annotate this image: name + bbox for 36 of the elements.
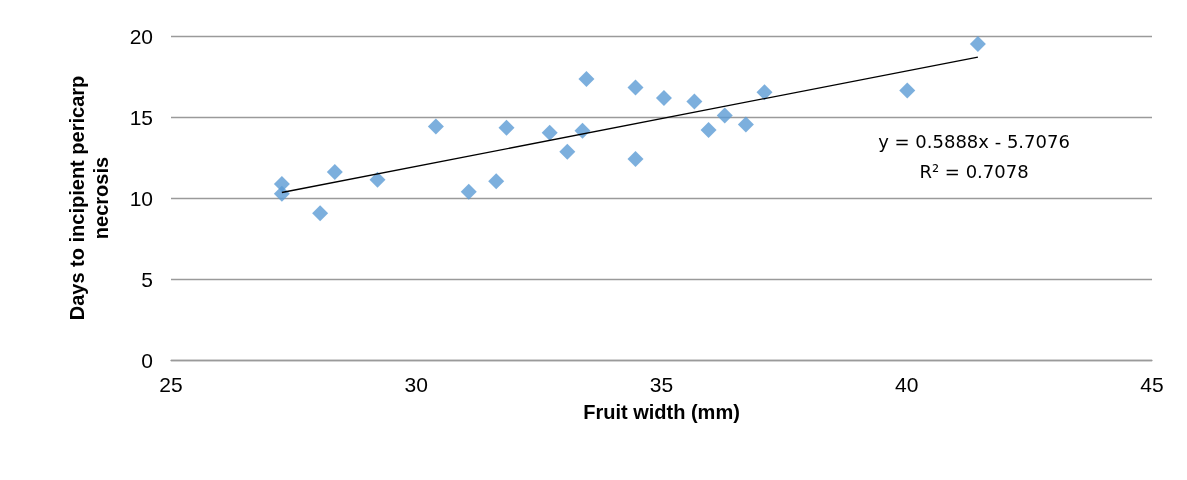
point (498, 119, 515, 136)
point (312, 205, 329, 222)
point (686, 93, 703, 110)
y-tick-label: 20 (129, 24, 153, 48)
x-tick-label: 45 (1140, 373, 1164, 396)
x-axis-title: Fruit width (mm) (583, 401, 740, 423)
x-tick-label: 25 (159, 373, 183, 396)
point (969, 35, 986, 52)
y-tick-label: 15 (129, 105, 153, 129)
point (460, 183, 477, 200)
y-tick-label: 5 (141, 267, 153, 291)
point (578, 70, 595, 87)
point (716, 107, 733, 124)
point (655, 90, 672, 107)
point (627, 79, 644, 96)
x-tick-label: 30 (404, 373, 428, 396)
point (756, 84, 773, 101)
point (488, 173, 505, 190)
point (737, 116, 754, 133)
point (326, 163, 343, 180)
y-tick-label: 0 (141, 348, 153, 372)
annotation: R² = 0.7078 (919, 160, 1029, 182)
x-tick-label: 40 (895, 373, 919, 396)
y-tick-label: 10 (129, 186, 153, 210)
point (899, 82, 916, 99)
annotation: y = 0.5888x - 5.7076 (878, 130, 1070, 152)
point (627, 150, 644, 167)
point (700, 121, 717, 138)
point (273, 185, 290, 202)
x-tick-label: 35 (649, 373, 674, 396)
point (427, 118, 444, 135)
point (559, 143, 576, 160)
point (369, 171, 386, 188)
point (574, 122, 591, 139)
y-axis-title: Days to incipient pericarp necrosis (66, 75, 112, 321)
point (541, 124, 558, 141)
